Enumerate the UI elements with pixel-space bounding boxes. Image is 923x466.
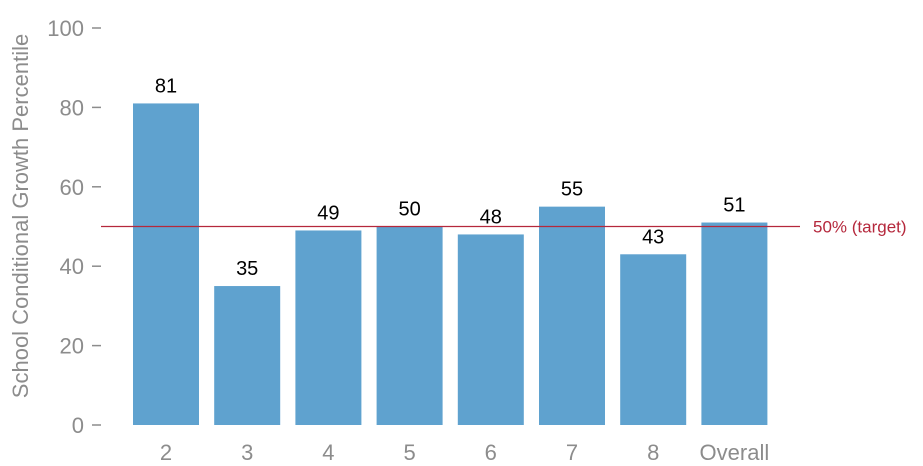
bar-2 — [133, 103, 199, 426]
y-tick-label: 0 — [72, 413, 84, 438]
x-tick-label: Overall — [700, 440, 770, 465]
bar-5 — [376, 226, 443, 425]
y-axis: 0 20 40 60 80 100 — [47, 16, 101, 438]
reference-line-group: 50% (target) — [101, 218, 907, 237]
bars — [133, 103, 768, 426]
x-tick-label: 6 — [485, 440, 497, 465]
x-tick-label: 5 — [403, 440, 415, 465]
x-tick-label: 4 — [322, 440, 334, 465]
bar-4 — [295, 230, 362, 425]
y-tick-label: 100 — [47, 16, 84, 41]
y-tick-label: 20 — [60, 334, 84, 359]
value-label: 55 — [561, 179, 583, 201]
x-tick-label: 8 — [647, 440, 659, 465]
reference-line-label: 50% (target) — [813, 218, 907, 237]
value-label: 48 — [480, 206, 502, 228]
bar-overall — [701, 222, 768, 425]
value-label: 51 — [723, 195, 745, 217]
y-tick-label: 40 — [60, 254, 84, 279]
x-tick-label: 7 — [566, 440, 578, 465]
value-label: 49 — [317, 202, 339, 224]
x-tick-label: 3 — [241, 440, 253, 465]
y-tick-label: 60 — [60, 175, 84, 200]
x-tick-label: 2 — [160, 440, 172, 465]
bar-7 — [539, 206, 605, 425]
bar-6 — [457, 234, 524, 425]
value-label: 50 — [398, 199, 420, 221]
bar-3 — [214, 286, 281, 425]
value-label: 43 — [642, 226, 664, 248]
value-label: 81 — [155, 75, 177, 97]
bar-8 — [620, 254, 687, 425]
x-axis: 2 3 4 5 6 7 8 Overall — [160, 440, 769, 465]
y-tick-label: 80 — [60, 95, 84, 120]
y-axis-label: School Conditional Growth Percentile — [8, 34, 33, 398]
value-labels: 81 35 49 50 48 55 43 51 — [155, 75, 746, 280]
value-label: 35 — [236, 258, 258, 280]
